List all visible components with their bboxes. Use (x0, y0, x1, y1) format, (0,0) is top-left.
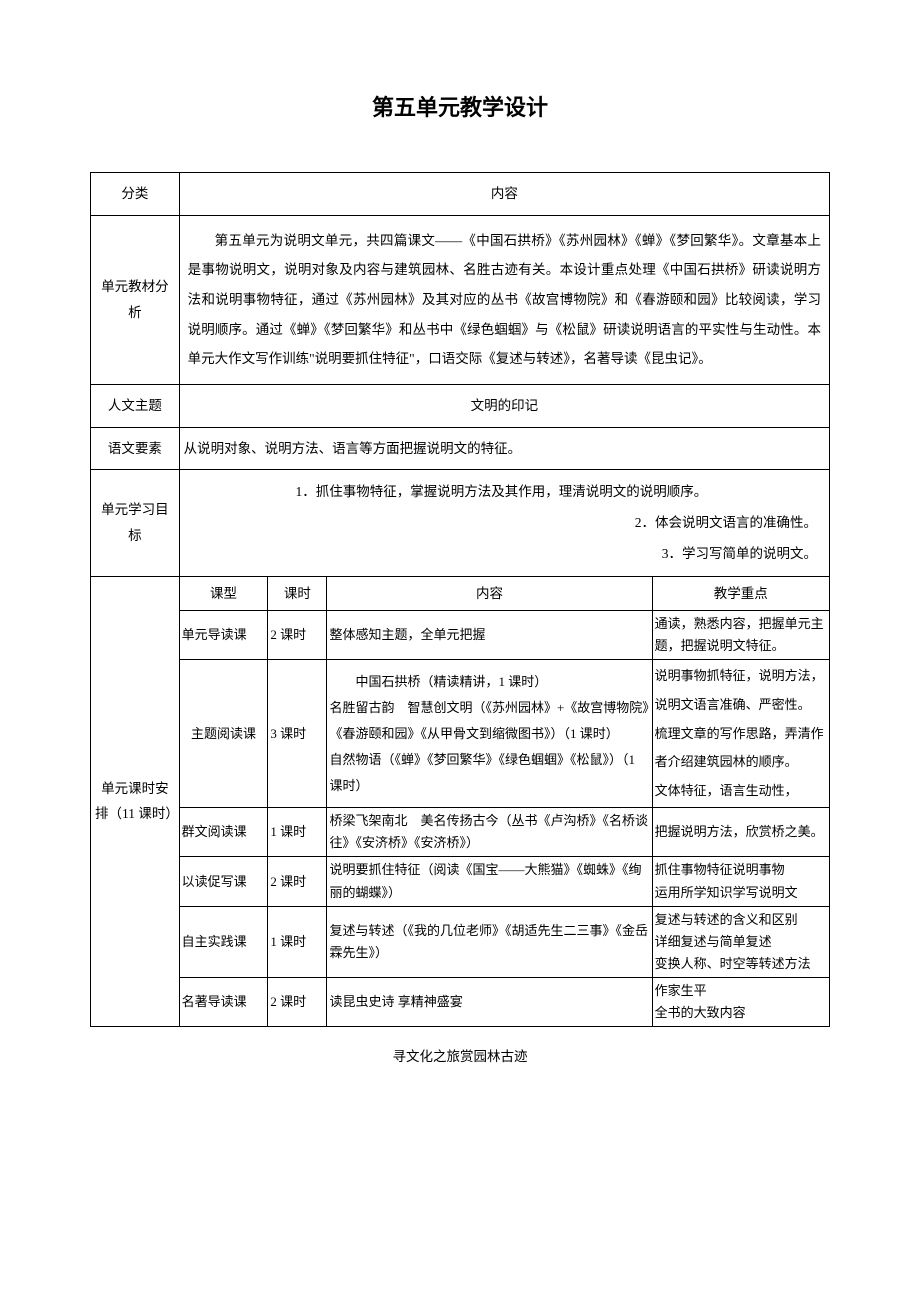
page-title: 第五单元教学设计 (90, 90, 830, 122)
sched-r4-hours: 2 课时 (268, 857, 327, 906)
table-row: 自主实践课 1 课时 复述与转述（《我的几位老师》《胡适先生二三事》《金岳霖先生… (91, 906, 830, 977)
header-category: 分类 (91, 173, 180, 216)
row-label-unit-goals: 单元学习目标 (91, 470, 180, 576)
sched-r1-hours: 2 课时 (268, 611, 327, 660)
sched-r2-content: 中国石拱桥（精读精讲，1 课时） 名胜留古韵 智慧创文明（《苏州园林》+《故宫博… (327, 660, 652, 808)
sched-r5-type: 自主实践课 (179, 906, 268, 977)
sched-r4-type: 以读促写课 (179, 857, 268, 906)
row-label-language-element: 语文要素 (91, 427, 180, 470)
humanities-theme-text: 文明的印记 (179, 385, 829, 428)
sched-r5-content: 复述与转述（《我的几位老师》《胡适先生二三事》《金岳霖先生》） (327, 906, 652, 977)
sched-r1-type: 单元导读课 (179, 611, 268, 660)
table-row: 群文阅读课 1 课时 桥梁飞架南北 美名传扬古今（丛书《卢沟桥》《名桥谈往》《安… (91, 808, 830, 857)
row-label-material-analysis: 单元教材分析 (91, 215, 180, 384)
sched-r2-focus: 说明事物抓特征，说明方法，说明文语言准确、严密性。 梳理文章的写作思路，弄清作者… (652, 660, 829, 808)
sched-r6-hours: 2 课时 (268, 977, 327, 1026)
sched-header-focus: 教学重点 (652, 576, 829, 611)
table-row: 主题阅读课 3 课时 中国石拱桥（精读精讲，1 课时） 名胜留古韵 智慧创文明（… (91, 660, 830, 808)
sched-r4-focus: 抓住事物特征说明事物 运用所学知识学写说明文 (652, 857, 829, 906)
goal-3: 3．学习写简单的说明文。 (662, 546, 817, 561)
sched-header-type: 课型 (179, 576, 268, 611)
sched-header-hours: 课时 (268, 576, 327, 611)
language-element-text: 从说明对象、说明方法、语言等方面把握说明文的特征。 (179, 427, 829, 470)
sched-r2-hours: 3 课时 (268, 660, 327, 808)
table-row: 单元课时安排（11 课时） 课型 课时 内容 教学重点 (91, 576, 830, 611)
page: 第五单元教学设计 分类 内容 单元教材分析 第五单元为说明文单元，共四篇课文——… (0, 0, 920, 1105)
table-row: 以读促写课 2 课时 说明要抓住特征（阅读《国宝——大熊猫》《蜘蛛》《绚丽的蝴蝶… (91, 857, 830, 906)
footer-text: 寻文化之旅赏园林古迹 (90, 1045, 830, 1065)
table-row: 语文要素 从说明对象、说明方法、语言等方面把握说明文的特征。 (91, 427, 830, 470)
table-row: 人文主题 文明的印记 (91, 385, 830, 428)
table-row: 分类 内容 (91, 173, 830, 216)
sched-r6-focus: 作家生平 全书的大致内容 (652, 977, 829, 1026)
sched-r5-focus: 复述与转述的含义和区别 详细复述与简单复述 变换人称、时空等转述方法 (652, 906, 829, 977)
table-row: 单元导读课 2 课时 整体感知主题，全单元把握 通读，熟悉内容，把握单元主题，把… (91, 611, 830, 660)
sched-r5-hours: 1 课时 (268, 906, 327, 977)
table-row: 名著导读课 2 课时 读昆虫史诗 享精神盛宴 作家生平 全书的大致内容 (91, 977, 830, 1026)
sched-r2-type: 主题阅读课 (179, 660, 268, 808)
row-label-schedule: 单元课时安排（11 课时） (91, 576, 180, 1027)
sched-r4-content: 说明要抓住特征（阅读《国宝——大熊猫》《蜘蛛》《绚丽的蝴蝶》） (327, 857, 652, 906)
sched-r3-hours: 1 课时 (268, 808, 327, 857)
table-row: 单元教材分析 第五单元为说明文单元，共四篇课文——《中国石拱桥》《苏州园林》《蝉… (91, 215, 830, 384)
sched-r3-type: 群文阅读课 (179, 808, 268, 857)
sched-r6-content: 读昆虫史诗 享精神盛宴 (327, 977, 652, 1026)
sched-r3-focus: 把握说明方法，欣赏桥之美。 (652, 808, 829, 857)
header-content: 内容 (179, 173, 829, 216)
sched-r3-content: 桥梁飞架南北 美名传扬古今（丛书《卢沟桥》《名桥谈往》《安济桥》《安济桥》） (327, 808, 652, 857)
material-analysis-text: 第五单元为说明文单元，共四篇课文——《中国石拱桥》《苏州园林》《蝉》《梦回繁华》… (179, 215, 829, 384)
sched-r1-focus: 通读，熟悉内容，把握单元主题，把握说明文特征。 (652, 611, 829, 660)
sched-header-content: 内容 (327, 576, 652, 611)
table-row: 单元学习目标 1．抓住事物特征，掌握说明方法及其作用，理清说明文的说明顺序。 2… (91, 470, 830, 576)
unit-goals: 1．抓住事物特征，掌握说明方法及其作用，理清说明文的说明顺序。 2．体会说明文语… (179, 470, 829, 576)
sched-r6-type: 名著导读课 (179, 977, 268, 1026)
sched-r1-content: 整体感知主题，全单元把握 (327, 611, 652, 660)
goal-1: 1．抓住事物特征，掌握说明方法及其作用，理清说明文的说明顺序。 (186, 476, 817, 507)
lesson-plan-table: 分类 内容 单元教材分析 第五单元为说明文单元，共四篇课文——《中国石拱桥》《苏… (90, 172, 830, 1027)
goal-2: 2．体会说明文语言的准确性。 (635, 515, 817, 530)
row-label-humanities-theme: 人文主题 (91, 385, 180, 428)
